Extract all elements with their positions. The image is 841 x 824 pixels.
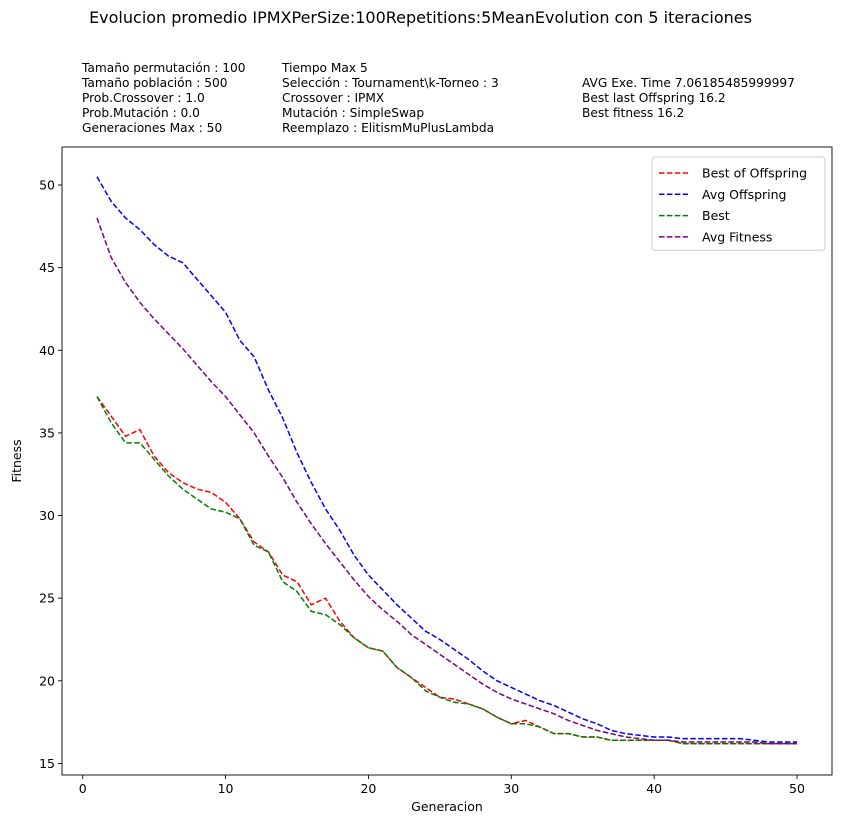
param-replacement: Reemplazo : ElitismMuPlusLambda [282, 121, 495, 135]
y-tick-label: 15 [39, 756, 55, 771]
y-tick-label: 25 [39, 591, 55, 606]
result-best-fitness: Best fitness 16.2 [582, 106, 685, 120]
param-max-time: Tiempo Max 5 [282, 61, 368, 75]
chart-title: Evolucion promedio IPMXPerSize:100Repeti… [89, 8, 752, 27]
x-tick-label: 0 [79, 781, 87, 796]
y-tick-label: 40 [39, 343, 55, 358]
x-axis-ticks: 0 10 20 30 40 50 [79, 775, 805, 796]
y-tick-label: 30 [39, 508, 55, 523]
y-tick-label: 45 [39, 260, 55, 275]
param-crossover: Crossover : IPMX [282, 91, 385, 105]
param-mutation: Mutación : SimpleSwap [282, 106, 425, 120]
params-column-1: Tamaño permutación : 100 Tamaño població… [82, 61, 246, 136]
param-selection: Selección : Tournament\k-Torneo : 3 [282, 76, 499, 90]
legend: Best of Offspring Avg Offspring Best Avg Fi… [651, 156, 826, 251]
params-column-2: Tiempo Max 5 Selección : Tournament\k-To… [282, 61, 499, 136]
y-tick-label: 20 [39, 673, 55, 688]
legend-box [651, 156, 826, 251]
series-line-2 [96, 176, 797, 743]
series-line-1 [96, 396, 797, 745]
axes-frame [61, 146, 833, 776]
series-layer [96, 176, 797, 745]
result-avg-exe-time: AVG Exe. Time 7.06185485999997 [582, 76, 795, 90]
x-axis-label: Generacion [411, 799, 483, 814]
y-tick-label: 50 [39, 178, 55, 193]
y-tick-label: 35 [39, 425, 55, 440]
x-tick-label: 50 [789, 781, 805, 796]
param-pop-size: Tamaño población : 500 [82, 76, 228, 90]
legend-label: Best [702, 208, 730, 223]
param-prob-crossover: Prob.Crossover : 1.0 [82, 91, 205, 105]
legend-label: Avg Fitness [702, 229, 772, 244]
x-tick-label: 30 [503, 781, 519, 796]
results-column: AVG Exe. Time 7.06185485999997 Best last… [582, 76, 795, 121]
param-prob-mutation: Prob.Mutación : 0.0 [82, 106, 200, 120]
legend-label: Best of Offspring [702, 166, 807, 181]
y-axis-ticks: 15 20 25 30 35 40 45 50 [39, 178, 62, 771]
x-tick-label: 40 [646, 781, 662, 796]
result-best-last-offspring: Best last Offspring 16.2 [582, 91, 726, 105]
param-perm-size: Tamaño permutación : 100 [82, 61, 246, 75]
series-line-3 [96, 396, 797, 745]
param-max-generations: Generaciones Max : 50 [82, 121, 223, 135]
legend-label: Avg Offspring [702, 187, 787, 202]
x-tick-label: 10 [218, 781, 234, 796]
x-tick-label: 20 [360, 781, 376, 796]
series-line-4 [96, 217, 797, 745]
y-axis-label: Fitness [9, 439, 24, 482]
